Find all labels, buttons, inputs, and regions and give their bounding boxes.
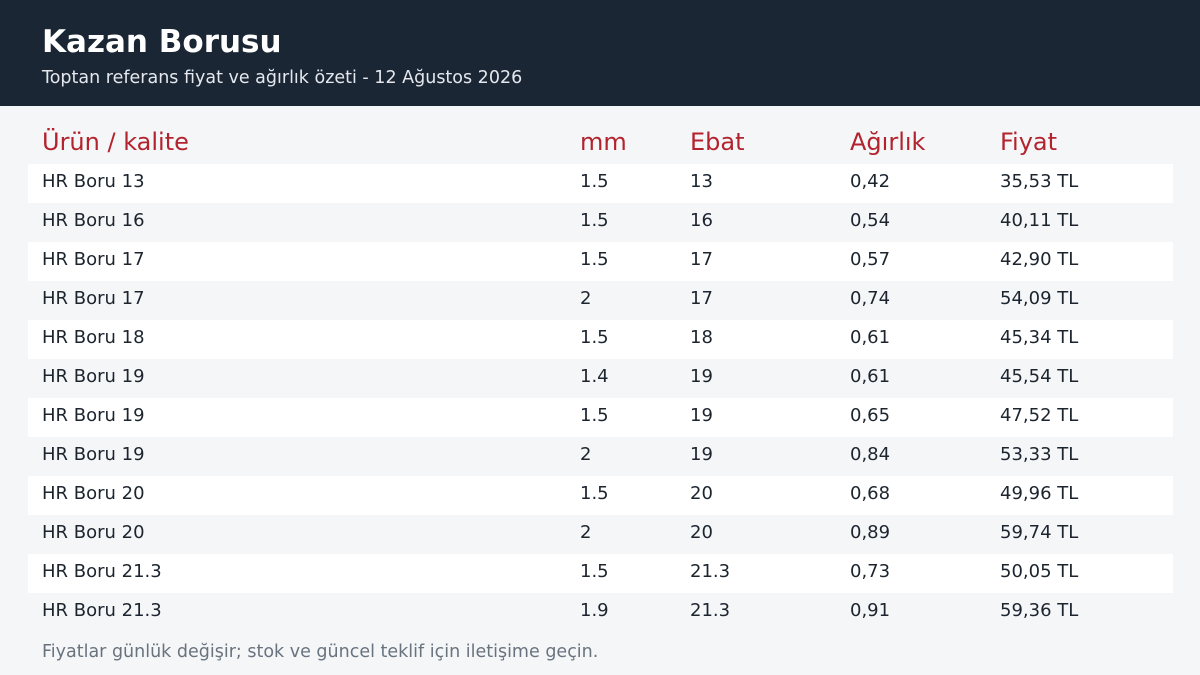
cell-mm: 2 [580,444,592,465]
cell-mm: 1.4 [580,366,609,387]
cell-product: HR Boru 20 [42,483,145,504]
table-row: HR Boru 19 1.4 19 0,61 45,54 TL [28,359,1173,398]
column-header-mm: mm [580,128,627,156]
page-title: Kazan Borusu [42,24,282,60]
table-row: HR Boru 18 1.5 18 0,61 45,34 TL [28,320,1173,359]
cell-weight: 0,73 [850,561,891,582]
cell-mm: 1.5 [580,171,609,192]
cell-product: HR Boru 19 [42,444,145,465]
column-header-price: Fiyat [1000,128,1058,156]
cell-size: 17 [690,288,713,309]
cell-size: 21.3 [690,561,731,582]
table-body: HR Boru 13 1.5 13 0,42 35,53 TL HR Boru … [28,164,1173,632]
cell-weight: 0,74 [850,288,891,309]
cell-weight: 0,61 [850,366,891,387]
cell-product: HR Boru 21.3 [42,600,162,621]
cell-mm: 1.5 [580,405,609,426]
cell-weight: 0,42 [850,171,891,192]
cell-price: 47,52 TL [1000,405,1079,426]
cell-product: HR Boru 21.3 [42,561,162,582]
table-row: HR Boru 19 1.5 19 0,65 47,52 TL [28,398,1173,437]
cell-size: 18 [690,327,713,348]
table-row: HR Boru 13 1.5 13 0,42 35,53 TL [28,164,1173,203]
cell-price: 45,54 TL [1000,366,1079,387]
column-header-product: Ürün / kalite [42,128,189,156]
table-row: HR Boru 16 1.5 16 0,54 40,11 TL [28,203,1173,242]
cell-size: 13 [690,171,713,192]
cell-weight: 0,68 [850,483,891,504]
cell-size: 17 [690,249,713,270]
page-header: Kazan Borusu Toptan referans fiyat ve ağ… [0,0,1200,106]
price-table: Ürün / kalite mm Ebat Ağırlık Fiyat HR B… [28,122,1173,632]
table-row: HR Boru 19 2 19 0,84 53,33 TL [28,437,1173,476]
cell-product: HR Boru 17 [42,249,145,270]
cell-price: 53,33 TL [1000,444,1079,465]
cell-weight: 0,91 [850,600,891,621]
page-subtitle: Toptan referans fiyat ve ağırlık özeti -… [42,68,523,88]
cell-price: 59,74 TL [1000,522,1079,543]
cell-weight: 0,61 [850,327,891,348]
cell-mm: 1.5 [580,210,609,231]
cell-size: 21.3 [690,600,731,621]
cell-product: HR Boru 16 [42,210,145,231]
cell-mm: 1.5 [580,327,609,348]
footer-note: Fiyatlar günlük değişir; stok ve güncel … [42,642,599,662]
cell-mm: 2 [580,288,592,309]
cell-mm: 2 [580,522,592,543]
cell-product: HR Boru 19 [42,366,145,387]
cell-weight: 0,65 [850,405,891,426]
cell-product: HR Boru 19 [42,405,145,426]
cell-weight: 0,54 [850,210,891,231]
cell-size: 19 [690,366,713,387]
cell-product: HR Boru 13 [42,171,145,192]
cell-mm: 1.9 [580,600,609,621]
cell-price: 49,96 TL [1000,483,1079,504]
cell-product: HR Boru 17 [42,288,145,309]
cell-weight: 0,57 [850,249,891,270]
cell-weight: 0,84 [850,444,891,465]
table-row: HR Boru 21.3 1.9 21.3 0,91 59,36 TL [28,593,1173,632]
cell-price: 40,11 TL [1000,210,1079,231]
cell-product: HR Boru 20 [42,522,145,543]
table-row: HR Boru 17 1.5 17 0,57 42,90 TL [28,242,1173,281]
table-row: HR Boru 17 2 17 0,74 54,09 TL [28,281,1173,320]
cell-price: 45,34 TL [1000,327,1079,348]
cell-price: 59,36 TL [1000,600,1079,621]
table-header: Ürün / kalite mm Ebat Ağırlık Fiyat [28,122,1173,164]
cell-size: 19 [690,405,713,426]
cell-price: 54,09 TL [1000,288,1079,309]
column-header-size: Ebat [690,128,745,156]
cell-mm: 1.5 [580,483,609,504]
cell-price: 42,90 TL [1000,249,1079,270]
table-row: HR Boru 21.3 1.5 21.3 0,73 50,05 TL [28,554,1173,593]
cell-price: 35,53 TL [1000,171,1079,192]
cell-size: 16 [690,210,713,231]
cell-price: 50,05 TL [1000,561,1079,582]
cell-size: 19 [690,444,713,465]
cell-size: 20 [690,522,713,543]
table-row: HR Boru 20 2 20 0,89 59,74 TL [28,515,1173,554]
cell-product: HR Boru 18 [42,327,145,348]
cell-mm: 1.5 [580,249,609,270]
table-row: HR Boru 20 1.5 20 0,68 49,96 TL [28,476,1173,515]
cell-size: 20 [690,483,713,504]
cell-weight: 0,89 [850,522,891,543]
column-header-weight: Ağırlık [850,128,926,156]
cell-mm: 1.5 [580,561,609,582]
